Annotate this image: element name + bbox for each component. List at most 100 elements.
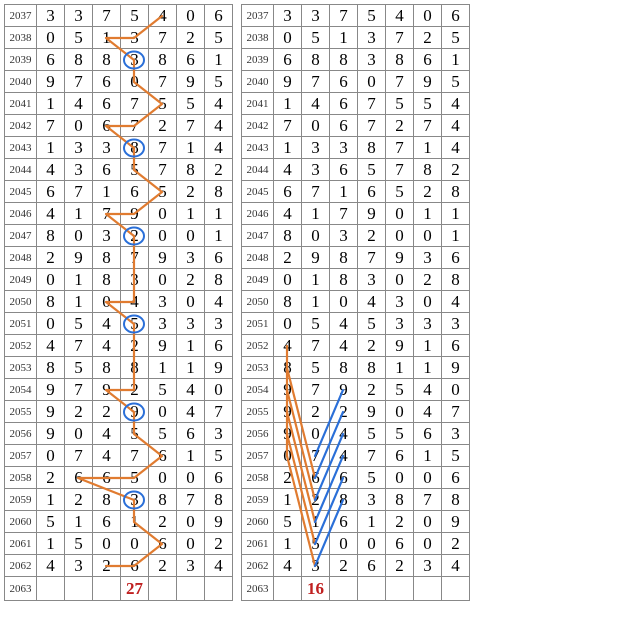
cell: 5 [149, 379, 177, 401]
table-row: 20624326234 [242, 555, 470, 577]
cell: 4 [205, 137, 233, 159]
cell: 0 [386, 401, 414, 423]
row-index: 2053 [242, 357, 274, 379]
row-index: 2050 [242, 291, 274, 313]
cell: 3 [442, 313, 470, 335]
table-row: 20482987936 [242, 247, 470, 269]
row-index: 2047 [242, 225, 274, 247]
cell: 4 [65, 93, 93, 115]
table-row: 20380513725 [242, 27, 470, 49]
cell: 5 [302, 357, 330, 379]
row-index: 2038 [242, 27, 274, 49]
cell: 9 [358, 401, 386, 423]
table-row: 20478032001 [5, 225, 233, 247]
cell: 5 [302, 533, 330, 555]
cell: 2 [65, 489, 93, 511]
cell: 2 [149, 115, 177, 137]
cell: 0 [330, 533, 358, 555]
row-index: 2045 [5, 181, 37, 203]
cell: 0 [65, 423, 93, 445]
cell: 1 [442, 49, 470, 71]
cell: 8 [330, 247, 358, 269]
cell: 1 [274, 489, 302, 511]
row-index: 2046 [5, 203, 37, 225]
cell: 9 [37, 379, 65, 401]
cell: 3 [414, 247, 442, 269]
cell: 7 [358, 445, 386, 467]
cell: 5 [149, 181, 177, 203]
cell: 8 [386, 489, 414, 511]
cell: 7 [37, 115, 65, 137]
cell: 7 [330, 5, 358, 27]
cell: 2 [386, 555, 414, 577]
table-row: 20490183028 [5, 269, 233, 291]
cell: 2 [386, 511, 414, 533]
cell: 8 [442, 489, 470, 511]
cell: 4 [442, 555, 470, 577]
cell: 1 [386, 357, 414, 379]
row-index: 2058 [242, 467, 274, 489]
cell: 8 [330, 489, 358, 511]
cell: 3 [93, 225, 121, 247]
cell: 5 [358, 467, 386, 489]
cell: 8 [37, 357, 65, 379]
cell: 5 [386, 93, 414, 115]
cell: 3 [65, 137, 93, 159]
cell: 4 [330, 423, 358, 445]
left-table: 2037337540620380513725203968838612040976… [4, 4, 233, 601]
cell: 3 [121, 489, 149, 511]
row-index: 2037 [242, 5, 274, 27]
cell: 3 [358, 269, 386, 291]
cell: 9 [177, 71, 205, 93]
cell: 6 [274, 181, 302, 203]
table-row: 20508104304 [5, 291, 233, 313]
cell: 9 [274, 423, 302, 445]
table-row: 20538588119 [5, 357, 233, 379]
cell: 2 [442, 159, 470, 181]
cell: 3 [149, 291, 177, 313]
cell: 7 [177, 115, 205, 137]
cell: 6 [414, 423, 442, 445]
cell: 1 [93, 181, 121, 203]
cell: 0 [177, 225, 205, 247]
table-row: 20582665006 [5, 467, 233, 489]
cell: 2 [414, 269, 442, 291]
row-index: 2058 [5, 467, 37, 489]
cell: 8 [386, 49, 414, 71]
cell: 9 [386, 247, 414, 269]
cell: 3 [93, 137, 121, 159]
cell: 0 [177, 467, 205, 489]
table-row: 20396883861 [242, 49, 470, 71]
cell: 7 [149, 137, 177, 159]
row-index: 2043 [242, 137, 274, 159]
cell: 1 [177, 137, 205, 159]
cell: 4 [442, 115, 470, 137]
cell: 6 [149, 445, 177, 467]
row-index: 2049 [5, 269, 37, 291]
cell: 5 [121, 467, 149, 489]
row-index: 2044 [242, 159, 274, 181]
table-row: 20549792540 [242, 379, 470, 401]
cell: 7 [386, 159, 414, 181]
cell: 4 [414, 401, 442, 423]
cell: 5 [358, 423, 386, 445]
cell: 2 [149, 511, 177, 533]
cell: 2 [37, 467, 65, 489]
cell: 1 [302, 291, 330, 313]
row-index: 2048 [5, 247, 37, 269]
cell: 3 [358, 49, 386, 71]
cell: 2 [93, 401, 121, 423]
cell: 2 [358, 379, 386, 401]
cell [274, 577, 302, 601]
cell: 3 [386, 313, 414, 335]
cell: 6 [442, 467, 470, 489]
table-row: 20510545333 [5, 313, 233, 335]
cell: 7 [386, 71, 414, 93]
cell: 3 [330, 225, 358, 247]
cell: 3 [37, 5, 65, 27]
cell: 3 [414, 555, 442, 577]
table-row: 20373375406 [242, 5, 470, 27]
cell: 5 [358, 313, 386, 335]
cell: 9 [149, 247, 177, 269]
table-row: 20624326234 [5, 555, 233, 577]
